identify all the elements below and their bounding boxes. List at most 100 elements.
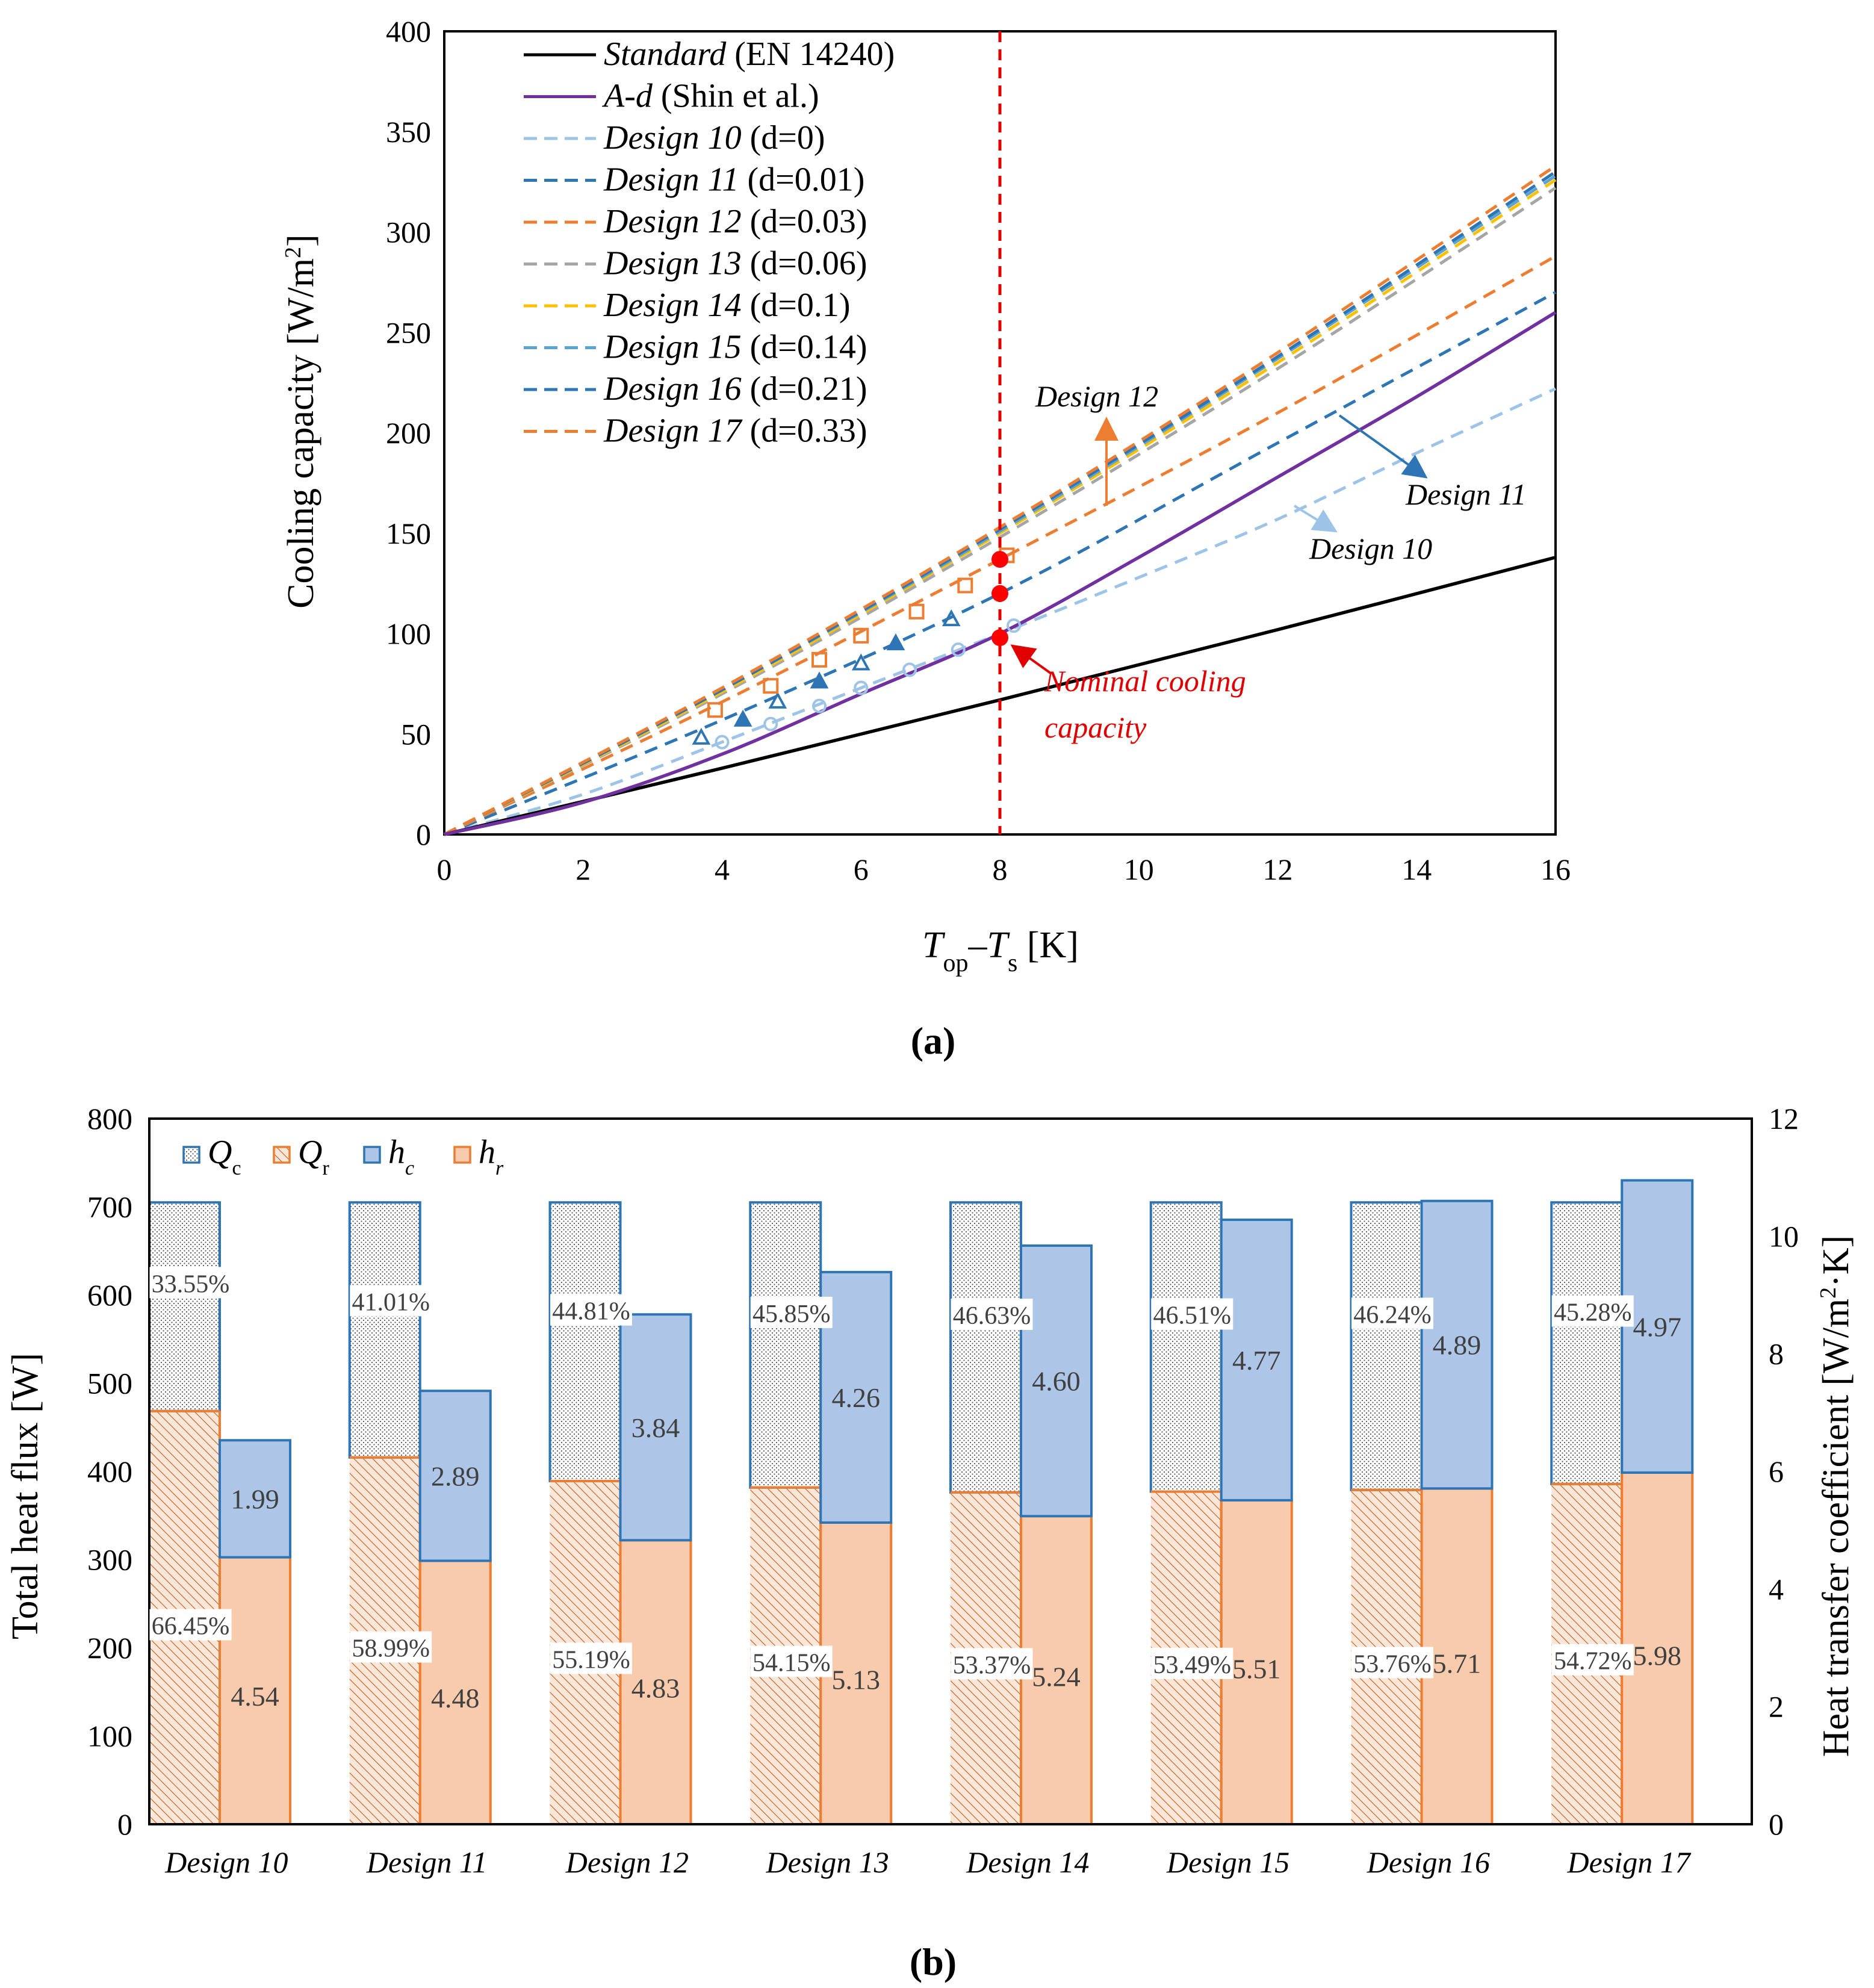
- panel-b: 0 100 200 300 400 500 600 700 800 0 2 4 6 8 10 12 Desi…: [5, 1102, 1857, 1983]
- legend-main: h: [479, 1134, 495, 1171]
- y-tick-label: 150: [386, 517, 431, 550]
- y-label-sup: 2: [281, 247, 306, 258]
- label-Qr: 53.37%: [953, 1651, 1031, 1679]
- label-Qr-bg: [1151, 1647, 1233, 1679]
- marker-circle: [951, 642, 966, 657]
- legend-label-italic: Design 11: [603, 161, 739, 199]
- label-Qr: 53.49%: [1153, 1651, 1232, 1679]
- legend-main: Q: [208, 1134, 232, 1171]
- label-hc: 4.89: [1433, 1330, 1482, 1361]
- label-Qc-bg: [1551, 1295, 1634, 1327]
- x-tick-label: 10: [1124, 853, 1154, 886]
- label-hr: 5.98: [1633, 1641, 1682, 1671]
- x-tick-label: 16: [1540, 853, 1571, 886]
- bar-Qc: [1350, 1201, 1423, 1491]
- marker-circle: [812, 698, 827, 713]
- label-hr: 5.24: [1032, 1661, 1081, 1692]
- legend-label-italic: Design 13: [603, 245, 742, 282]
- category-labels-b: Design 10 Design 11 Design 12 Design 13 Desi…: [164, 1845, 1691, 1879]
- bars-b: [148, 1179, 1694, 1826]
- legend-label-italic: Design 12: [603, 203, 742, 240]
- panel-label-a: (a): [911, 1019, 956, 1062]
- marker-square: [853, 627, 869, 644]
- label-Qc: 46.63%: [953, 1302, 1031, 1330]
- legend-label-italic: A-d: [601, 78, 653, 115]
- y-tick-label: 400: [87, 1455, 132, 1488]
- label-Qc-bg: [550, 1294, 632, 1326]
- annotation-design12: Design 12: [1035, 379, 1158, 413]
- y-tick-label: 300: [87, 1543, 132, 1577]
- x-tick-labels-a: 0 2 4 6 8 10 12 14 16: [437, 853, 1571, 886]
- label-Qc-bg: [750, 1296, 833, 1328]
- label-Qr-bg: [1351, 1647, 1433, 1679]
- label-Qr-bg: [550, 1642, 632, 1674]
- y2-tick-label: 12: [1769, 1102, 1799, 1135]
- legend-label-rest: (d=0.14): [742, 329, 867, 366]
- legend-label-italic: Design 15: [603, 329, 742, 366]
- legend-swatch: [182, 1146, 200, 1164]
- label-hc: 4.60: [1032, 1366, 1081, 1397]
- bar-hc: [1020, 1244, 1093, 1518]
- legend-main: Q: [298, 1134, 322, 1171]
- bar-hc: [1420, 1199, 1494, 1490]
- legend-a: Standard (EN 14240) A-d (Shin et al.) Desi…: [524, 36, 895, 450]
- bar-hc: [418, 1390, 492, 1562]
- legend-label-rest: (Shin et al.): [653, 78, 819, 115]
- legend-label-italic: Design 17: [603, 412, 743, 450]
- marker-square: [908, 603, 925, 620]
- legend-label-rest: (EN 14240): [726, 36, 895, 73]
- y-tick-label: 600: [87, 1278, 132, 1312]
- label-Qr: 53.76%: [1353, 1650, 1432, 1678]
- legend-sub: r: [322, 1157, 329, 1179]
- legend-main: h: [388, 1134, 405, 1171]
- label-Qc: 45.85%: [752, 1300, 831, 1328]
- bar-Qc: [148, 1201, 221, 1412]
- legend-label-italic: Design 14: [603, 287, 742, 324]
- y2-tick-labels-b: 0 2 4 6 8 10 12: [1769, 1102, 1799, 1841]
- legend-label-italic: Design 10: [603, 119, 742, 157]
- annotation-design10: Design 10: [1309, 532, 1432, 565]
- label-Qc-bg: [1351, 1297, 1433, 1329]
- marker-triangle: [810, 671, 829, 689]
- plot-area-b: [148, 1117, 1753, 1825]
- legend-label: Standard (EN 14240): [604, 36, 895, 73]
- label-hc: 4.77: [1232, 1345, 1281, 1376]
- marker-circle: [902, 662, 917, 677]
- x-tick-label: 14: [1401, 853, 1432, 886]
- marker-triangle: [886, 633, 905, 651]
- label-hc: 4.26: [832, 1382, 881, 1413]
- x-axis-label-a: Top–Ts [K]: [922, 925, 1079, 977]
- bar-hc: [619, 1313, 692, 1542]
- legend-label: Design 11 (d=0.01): [603, 161, 864, 199]
- label-Qc-bg: [1151, 1298, 1233, 1330]
- label-hr: 5.13: [832, 1665, 881, 1695]
- bar-hc: [219, 1439, 291, 1559]
- x-tick-label: 4: [715, 853, 730, 886]
- label-Qr-bg: [1551, 1644, 1634, 1676]
- y-axis-label-b: Total heat flux [W]: [5, 1353, 46, 1639]
- y-tick-label: 200: [386, 416, 431, 450]
- nominal-point: [991, 629, 1008, 647]
- label-Qr: 58.99%: [352, 1635, 430, 1663]
- label-Qc-bg: [149, 1267, 232, 1299]
- y-tick-label: 100: [386, 617, 431, 651]
- legend-sub: r: [495, 1157, 504, 1179]
- label-Qr-bg: [750, 1645, 833, 1677]
- legend-label-rest: (d=0.1): [742, 287, 851, 324]
- legend-label: Design 13 (d=0.06): [603, 245, 867, 282]
- marker-square: [763, 678, 779, 694]
- bar-data-labels-b: 33.55% 66.45% 1.99 4.54 41.01% 58.99% 2.89 4.48…: [149, 1267, 1682, 1713]
- label-Qr-bg: [951, 1648, 1033, 1680]
- legend-label-italic: Standard: [604, 36, 727, 73]
- legend-label-rest: (d=0.06): [742, 245, 867, 282]
- legend-label: Design 17 (d=0.33): [603, 412, 867, 450]
- label-Qr: 54.72%: [1554, 1648, 1632, 1676]
- legend-label-rest: (d=0): [742, 119, 825, 157]
- y-tick-label: 50: [401, 717, 431, 751]
- marker-circle: [854, 680, 869, 695]
- category-label: Design 15: [1166, 1845, 1289, 1879]
- y2-tick-label: 8: [1769, 1337, 1784, 1371]
- legend-label-rest: (d=0.01): [739, 161, 865, 199]
- nominal-point: [991, 551, 1008, 568]
